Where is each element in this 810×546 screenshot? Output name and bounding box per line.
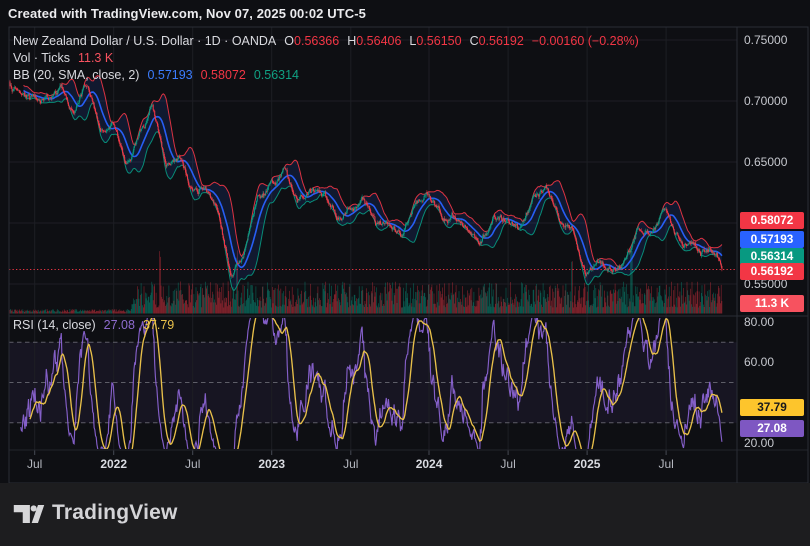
rsi-tick-20.00: 20.00 (744, 436, 775, 450)
time-label-Jul: Jul (500, 457, 516, 471)
bollinger-legend[interactable]: BB (20, SMA, close, 2) 0.57193 0.58072 0… (13, 68, 299, 82)
open-value: 0.56366 (294, 34, 340, 48)
open-label: O (284, 34, 295, 48)
price-axis[interactable]: 0.75000 0.70000 0.65000 0.55000 80.00 60.00 20… (737, 27, 810, 483)
time-label-2025: 2025 (573, 457, 601, 471)
close-label: C (469, 34, 479, 48)
time-label-2024: 2024 (415, 457, 443, 471)
volume-badge: 11.3 K (740, 294, 804, 312)
rsi-tick-80.00: 80.00 (744, 315, 775, 329)
bb-label: BB (20, SMA, close, 2) (13, 68, 140, 82)
symbol-title: New Zealand Dollar / U.S. Dollar · 1D · … (13, 34, 277, 48)
rsi-pane[interactable] (9, 317, 737, 450)
price-tick-0.75000: 0.75000 (744, 33, 788, 47)
time-label-2022: 2022 (100, 457, 128, 471)
brand-name[interactable]: TradingView (52, 501, 178, 524)
time-label-Jul: Jul (658, 457, 674, 471)
rsi-label: RSI (14, close) (13, 318, 96, 332)
bb-upper-value: 0.58072 (200, 68, 246, 82)
rsi-badge: 27.08 (740, 419, 804, 437)
price-tick-0.55000: 0.55000 (744, 277, 788, 291)
high-value: 0.56406 (356, 34, 402, 48)
volume-value: 11.3 K (77, 51, 114, 65)
change-value: −0.00160 (−0.28%) (531, 34, 639, 48)
ohlc-close: C 0.56192 (470, 34, 524, 48)
bb-lower-value: 0.56314 (253, 68, 299, 82)
time-label-Jul: Jul (343, 457, 359, 471)
rsi-value: 27.08 (103, 318, 135, 332)
time-label-Jul: Jul (185, 457, 201, 471)
bb-upper-badge: 0.58072 (740, 211, 804, 229)
time-label-2023: 2023 (258, 457, 286, 471)
low-value: 0.56150 (416, 34, 462, 48)
ohlc-high: H 0.56406 (347, 34, 401, 48)
symbol-legend[interactable]: New Zealand Dollar / U.S. Dollar · 1D · … (13, 34, 639, 48)
high-label: H (347, 34, 357, 48)
rsi-ma-value: 37.79 (142, 318, 175, 332)
rsi-tick-60.00: 60.00 (744, 355, 775, 370)
rsi-ma-badge: 37.79 (740, 398, 804, 416)
attribution: Created with TradingView.com, Nov 07, 20… (8, 6, 366, 21)
time-label-Jul: Jul (26, 457, 43, 471)
bb-basis-value: 0.57193 (147, 68, 193, 82)
volume-label: Vol · Ticks (13, 51, 70, 65)
bb-basis-badge: 0.57193 (740, 230, 804, 248)
footer-bar: TradingView (0, 483, 810, 546)
bb-lower-badge: 0.56314 (740, 247, 804, 265)
last-price-badge: 0.56192 (740, 262, 804, 280)
price-tick-0.70000: 0.70000 (744, 94, 788, 108)
time-axis[interactable]: Jul 2022 Jul 2023 Jul 2024 Jul 2025 Jul (9, 450, 737, 483)
ohlc-low: L 0.56150 (409, 34, 461, 48)
rsi-legend[interactable]: RSI (14, close) 27.08 37.79 (13, 318, 174, 332)
volume-legend[interactable]: Vol · Ticks 11.3 K (13, 51, 113, 65)
ohlc-open: O 0.56366 (284, 34, 339, 48)
low-label: L (409, 34, 417, 48)
close-value: 0.56192 (478, 34, 524, 48)
tradingview-logo-icon[interactable] (12, 500, 46, 528)
price-tick-0.65000: 0.65000 (744, 155, 788, 169)
